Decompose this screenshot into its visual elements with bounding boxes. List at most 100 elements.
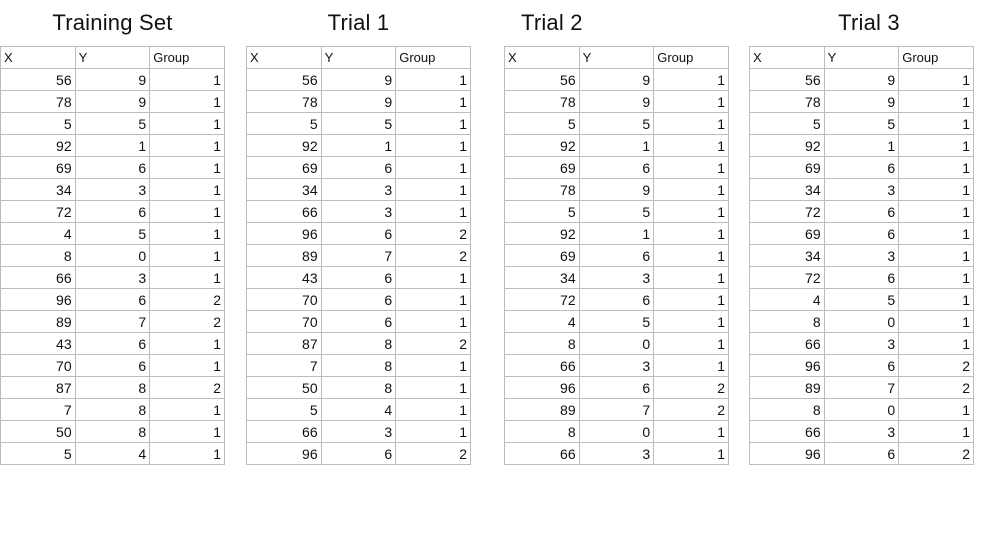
- y-cell: 5: [823, 112, 900, 135]
- table-row: 78 9 1: [504, 178, 729, 201]
- x-cell: 43: [0, 332, 76, 355]
- x-cell: 69: [749, 222, 825, 245]
- group-cell: 1: [395, 310, 471, 333]
- group-cell: 1: [653, 442, 729, 465]
- y-cell: 3: [578, 266, 655, 289]
- x-cell: 8: [749, 310, 825, 333]
- table-row: 50 8 1: [0, 420, 225, 443]
- table-row: 78 9 1: [246, 90, 471, 113]
- y-cell: 9: [823, 90, 900, 113]
- group-cell: 1: [898, 222, 974, 245]
- table-row: 78 9 1: [504, 90, 729, 113]
- group-cell: 1: [898, 420, 974, 443]
- table-row: 69 6 1: [246, 156, 471, 179]
- x-cell: 34: [749, 178, 825, 201]
- table-row: 89 7 2: [504, 398, 729, 421]
- y-cell: 6: [74, 200, 151, 223]
- table-row: 70 6 1: [246, 310, 471, 333]
- group-cell: 1: [395, 68, 471, 91]
- x-cell: 50: [0, 420, 76, 443]
- x-cell: 78: [749, 90, 825, 113]
- x-cell: 69: [749, 156, 825, 179]
- table-row: 92 1 1: [504, 134, 729, 157]
- y-cell: 7: [320, 244, 397, 267]
- x-cell: 87: [0, 376, 76, 399]
- table-row: 43 6 1: [0, 332, 225, 355]
- column-header-x: X: [0, 46, 76, 69]
- x-cell: 92: [0, 134, 76, 157]
- column-header-group: Group: [653, 46, 729, 69]
- y-cell: 5: [74, 222, 151, 245]
- group-cell: 1: [653, 266, 729, 289]
- group-cell: 1: [898, 90, 974, 113]
- x-cell: 8: [504, 420, 580, 443]
- column-header-x: X: [246, 46, 322, 69]
- group-cell: 1: [149, 112, 225, 135]
- x-cell: 92: [504, 222, 580, 245]
- group-cell: 2: [653, 376, 729, 399]
- group-cell: 1: [149, 178, 225, 201]
- x-cell: 89: [749, 376, 825, 399]
- x-cell: 8: [0, 244, 76, 267]
- column-header-x: X: [749, 46, 825, 69]
- group-cell: 1: [653, 420, 729, 443]
- group-cell: 1: [653, 156, 729, 179]
- x-cell: 92: [504, 134, 580, 157]
- group-cell: 1: [653, 134, 729, 157]
- column-header-y: Y: [578, 46, 655, 69]
- table-title: Trial 1: [327, 10, 390, 35]
- y-cell: 6: [578, 288, 655, 311]
- table-row: 92 1 1: [246, 134, 471, 157]
- table-row: 66 3 1: [749, 332, 974, 355]
- x-cell: 78: [246, 90, 322, 113]
- y-cell: 6: [320, 288, 397, 311]
- y-cell: 3: [578, 354, 655, 377]
- y-cell: 6: [578, 156, 655, 179]
- group-cell: 1: [898, 112, 974, 135]
- table-row: 34 3 1: [246, 178, 471, 201]
- x-cell: 56: [246, 68, 322, 91]
- x-cell: 34: [749, 244, 825, 267]
- table-row: 87 8 2: [0, 376, 225, 399]
- x-cell: 72: [749, 200, 825, 223]
- x-cell: 69: [246, 156, 322, 179]
- y-cell: 9: [578, 68, 655, 91]
- x-cell: 34: [246, 178, 322, 201]
- table-row: 66 3 1: [246, 420, 471, 443]
- x-cell: 87: [246, 332, 322, 355]
- group-cell: 1: [653, 332, 729, 355]
- group-cell: 1: [653, 310, 729, 333]
- x-cell: 96: [246, 222, 322, 245]
- x-cell: 5: [0, 112, 76, 135]
- group-cell: 1: [898, 200, 974, 223]
- x-cell: 8: [504, 332, 580, 355]
- table-row: 96 6 2: [749, 442, 974, 465]
- y-cell: 9: [823, 68, 900, 91]
- y-cell: 6: [320, 156, 397, 179]
- y-cell: 9: [74, 90, 151, 113]
- x-cell: 96: [504, 376, 580, 399]
- y-cell: 6: [578, 376, 655, 399]
- column-header-y: Y: [74, 46, 151, 69]
- table-row: 78 9 1: [0, 90, 225, 113]
- group-cell: 1: [653, 68, 729, 91]
- group-cell: 2: [149, 288, 225, 311]
- x-cell: 72: [504, 288, 580, 311]
- group-cell: 1: [149, 156, 225, 179]
- x-cell: 66: [504, 442, 580, 465]
- group-cell: 1: [395, 178, 471, 201]
- y-cell: 7: [578, 398, 655, 421]
- group-cell: 2: [395, 332, 471, 355]
- table-title: Training Set: [52, 10, 173, 35]
- group-cell: 2: [149, 310, 225, 333]
- x-cell: 66: [246, 200, 322, 223]
- table-row: 96 6 2: [504, 376, 729, 399]
- y-cell: 8: [74, 398, 151, 421]
- column-header-group: Group: [898, 46, 974, 69]
- table-row: 66 3 1: [504, 442, 729, 465]
- group-cell: 1: [898, 266, 974, 289]
- table-row: 70 6 1: [246, 288, 471, 311]
